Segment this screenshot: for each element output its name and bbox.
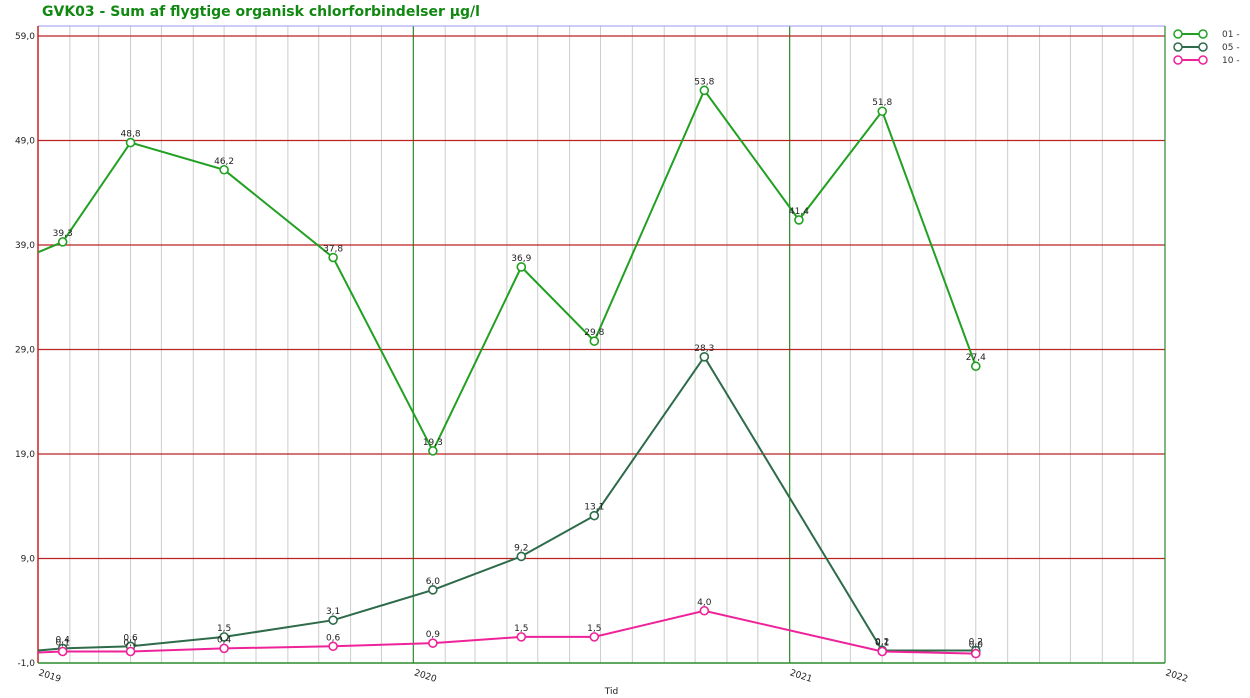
data-label: 51,8: [872, 98, 892, 108]
data-label: 0,6: [326, 633, 341, 643]
data-point: [57, 237, 68, 247]
data-point: [970, 648, 981, 659]
data-point: [328, 252, 338, 263]
data-label: 28,3: [694, 344, 714, 354]
data-point: [589, 632, 600, 642]
y-tick-label: -1,0: [17, 659, 35, 669]
data-label: 48,8: [121, 130, 141, 140]
data-point: [516, 632, 527, 642]
data-label: 0,9: [426, 630, 441, 640]
data-label: 6,0: [426, 577, 441, 587]
legend-marker: [1173, 55, 1183, 65]
x-tick-label: 2021: [788, 668, 813, 685]
data-label: 39,3: [53, 229, 73, 239]
y-tick-label: 19,0: [15, 450, 35, 460]
data-label: 27,4: [966, 353, 986, 363]
legend-marker: [1198, 29, 1208, 39]
data-point: [428, 446, 438, 456]
data-point: [125, 646, 136, 657]
chart-title: GVK03 - Sum af flygtige organisk chlorfo…: [42, 4, 480, 20]
legend-marker: [1198, 42, 1208, 52]
data-point: [219, 643, 229, 654]
data-label: 13,1: [584, 503, 604, 513]
y-tick-label: 49,0: [15, 137, 35, 147]
legend-marker: [1173, 42, 1183, 52]
data-label: 0,4: [56, 635, 71, 645]
legend-label: 01 -: [1222, 30, 1240, 40]
data-label: 41,4: [789, 207, 809, 217]
data-point: [428, 638, 438, 648]
data-label: 0,1: [56, 639, 70, 649]
data-point: [877, 646, 888, 657]
y-tick-label: 29,0: [15, 346, 35, 356]
x-tick-label: 2019: [37, 668, 62, 685]
x-axis-label: Tid: [604, 687, 618, 697]
data-label: 0,6: [123, 633, 138, 643]
data-point: [699, 85, 710, 96]
data-label: 3,1: [326, 607, 340, 617]
data-point: [589, 336, 600, 346]
data-point: [125, 137, 136, 148]
data-label: 37,8: [323, 245, 343, 255]
data-label: 9,2: [514, 543, 528, 553]
data-point: [328, 615, 338, 625]
data-point: [428, 585, 438, 595]
data-point: [219, 164, 229, 175]
data-label: 1,5: [217, 624, 231, 634]
data-point: [57, 646, 68, 657]
data-label: 0,1: [123, 639, 137, 649]
data-label: 36,9: [511, 254, 531, 264]
data-label: 53,8: [694, 77, 714, 87]
data-label: 1,5: [587, 624, 601, 634]
y-tick-label: 9,0: [21, 555, 36, 565]
data-point: [699, 352, 710, 362]
plot-area: [38, 26, 1165, 663]
series-line: [37, 88, 977, 454]
y-tick-label: 59,0: [15, 32, 35, 42]
data-point: [516, 551, 527, 562]
data-point: [970, 361, 981, 372]
x-tick-label: 2022: [1164, 668, 1189, 685]
data-label: 1,5: [514, 624, 528, 634]
data-point: [219, 632, 229, 642]
data-point: [794, 215, 804, 225]
data-point: [516, 262, 527, 272]
data-label: 46,2: [214, 157, 234, 167]
legend-label: 10 -: [1222, 56, 1240, 66]
legend-label: 05 -: [1222, 43, 1240, 53]
data-label: 0,2: [969, 637, 983, 647]
data-label: 0,2: [875, 637, 889, 647]
data-label: 0,0: [969, 641, 984, 651]
data-point: [877, 106, 888, 117]
data-label: 19,3: [423, 438, 443, 448]
data-label: 29,8: [584, 328, 604, 338]
legend-marker: [1173, 29, 1183, 39]
data-label: 0,1: [875, 639, 889, 649]
data-point: [328, 641, 338, 652]
data-point: [699, 605, 710, 616]
x-tick-label: 2020: [413, 668, 438, 685]
data-label: 0,4: [217, 635, 232, 645]
data-point: [589, 510, 600, 521]
data-label: 4,0: [697, 598, 712, 608]
legend-marker: [1198, 55, 1208, 65]
y-tick-label: 39,0: [15, 241, 35, 251]
